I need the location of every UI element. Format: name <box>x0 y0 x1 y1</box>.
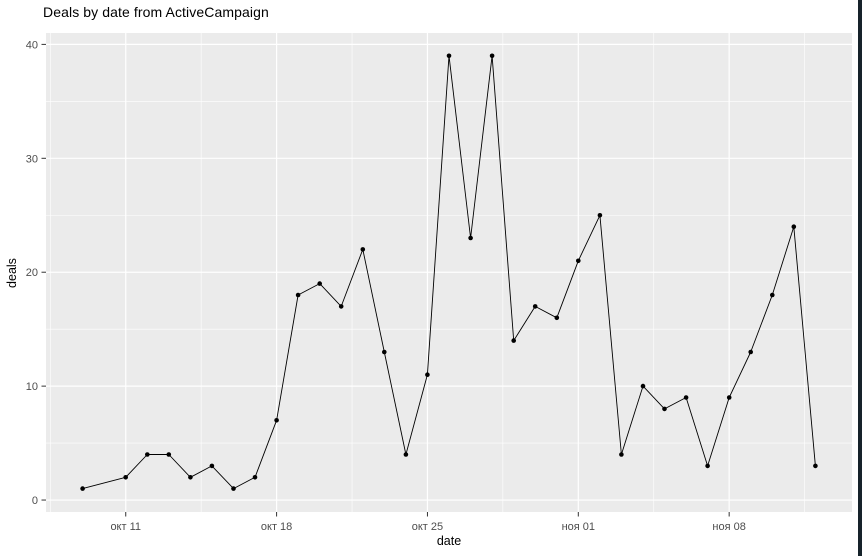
data-point <box>468 235 473 241</box>
data-point <box>425 372 430 378</box>
y-tick-label: 30 <box>26 153 38 165</box>
x-tick-label: окт 25 <box>412 521 443 533</box>
data-point <box>597 213 603 218</box>
series-line <box>82 55 816 490</box>
data-point <box>80 486 85 491</box>
data-point <box>360 247 366 252</box>
data-point <box>770 292 775 298</box>
data-point <box>705 463 710 469</box>
data-point <box>791 224 797 229</box>
data-point <box>446 53 452 59</box>
y-tick-label: 10 <box>26 381 38 393</box>
x-tick-label: окт 18 <box>261 521 292 533</box>
data-point <box>403 452 409 457</box>
data-point <box>338 304 344 309</box>
data-point <box>726 395 732 400</box>
x-tick-label: окт 11 <box>110 521 141 533</box>
data-point <box>317 281 323 286</box>
data-point <box>554 315 560 321</box>
data-point <box>640 383 646 389</box>
data-point <box>662 406 667 412</box>
data-point <box>382 349 387 355</box>
window-right-border <box>858 0 862 556</box>
x-axis-title: date <box>436 534 462 548</box>
data-point <box>619 452 624 457</box>
data-point <box>813 463 818 469</box>
data-point <box>511 338 516 343</box>
data-point <box>166 452 172 457</box>
data-point <box>123 475 128 480</box>
data-point <box>295 292 301 298</box>
x-tick-label: ноя 08 <box>712 521 745 533</box>
y-tick-label: 20 <box>26 267 38 279</box>
y-tick-label: 40 <box>26 39 38 51</box>
data-point <box>532 304 538 309</box>
data-point <box>748 349 753 355</box>
x-tick-label: ноя 01 <box>562 521 595 533</box>
data-point <box>489 53 495 59</box>
chart-title: Deals by date from ActiveCampaign <box>43 4 269 20</box>
data-point <box>576 258 581 264</box>
y-tick-label: 0 <box>32 495 38 507</box>
data-point <box>683 395 689 400</box>
y-axis-title: deals <box>5 258 19 288</box>
data-point <box>274 418 279 423</box>
data-point <box>252 475 258 480</box>
data-point <box>209 463 215 469</box>
data-point <box>231 486 236 491</box>
data-point <box>188 475 193 480</box>
data-point <box>145 452 150 457</box>
